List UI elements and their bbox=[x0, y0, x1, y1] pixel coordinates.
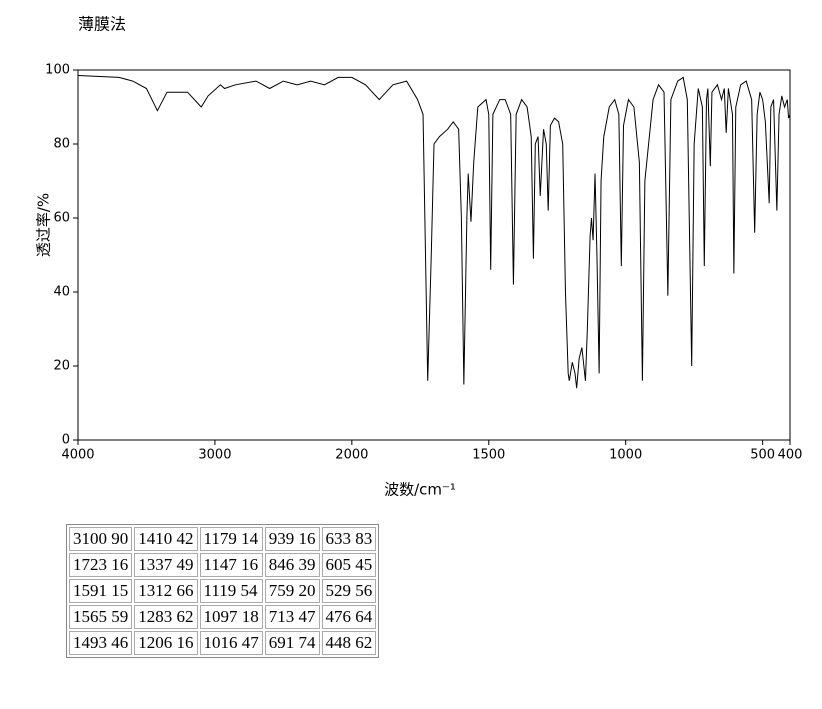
table-row: 1723 16 1337 49 1147 16 846 39 605 45 bbox=[69, 553, 377, 577]
table-cell: 1147 16 bbox=[199, 553, 263, 577]
y-axis-label: 透过率/% bbox=[35, 193, 53, 257]
table-cell: 1097 18 bbox=[199, 605, 263, 629]
table-row: 3100 90 1410 42 1179 14 939 16 633 83 bbox=[69, 527, 377, 551]
table-cell: 1312 66 bbox=[134, 579, 198, 603]
table-cell: 1283 62 bbox=[134, 605, 198, 629]
table-cell: 3100 90 bbox=[69, 527, 133, 551]
table-cell: 1410 42 bbox=[134, 527, 198, 551]
table-cell: 448 62 bbox=[321, 631, 377, 655]
x-axis-label: 波数/cm⁻¹ bbox=[384, 481, 456, 499]
table-cell: 1493 46 bbox=[69, 631, 133, 655]
x-tick-label: 4000 bbox=[61, 448, 94, 463]
table-cell: 759 20 bbox=[264, 579, 320, 603]
table-row: 1493 46 1206 16 1016 47 691 74 448 62 bbox=[69, 631, 377, 655]
x-tick-label: 1500 bbox=[472, 448, 505, 463]
table-cell: 605 45 bbox=[321, 553, 377, 577]
table-cell: 1206 16 bbox=[134, 631, 198, 655]
table-cell: 1119 54 bbox=[199, 579, 263, 603]
spectrum-line bbox=[77, 75, 791, 389]
chart-title: 薄膜法 bbox=[78, 15, 126, 34]
x-tick-label: 1000 bbox=[609, 448, 642, 463]
table-row: 1565 59 1283 62 1097 18 713 47 476 64 bbox=[69, 605, 377, 629]
x-tick-label: 2000 bbox=[335, 448, 368, 463]
table-cell: 1016 47 bbox=[199, 631, 263, 655]
table-cell: 1337 49 bbox=[134, 553, 198, 577]
x-tick-label: 3000 bbox=[198, 448, 231, 463]
table-cell: 633 83 bbox=[321, 527, 377, 551]
plot-frame bbox=[77, 69, 791, 441]
y-tick-label: 40 bbox=[53, 285, 70, 300]
table-cell: 1565 59 bbox=[69, 605, 133, 629]
table-cell: 1591 15 bbox=[69, 579, 133, 603]
table-cell: 713 47 bbox=[264, 605, 320, 629]
table-cell: 691 74 bbox=[264, 631, 320, 655]
chart: 薄膜法 波数/cm⁻¹ 透过率/% 0 20 40 60 80 100 4000 3000 20… bbox=[35, 15, 803, 499]
table-row: 1591 15 1312 66 1119 54 759 20 529 56 bbox=[69, 579, 377, 603]
table-cell: 939 16 bbox=[264, 527, 320, 551]
y-tick-label: 100 bbox=[45, 63, 70, 78]
table-cell: 1179 14 bbox=[199, 527, 263, 551]
table-cell: 476 64 bbox=[321, 605, 377, 629]
x-tick-label: 400 bbox=[778, 448, 803, 463]
y-tick-label: 0 bbox=[62, 433, 70, 448]
table-cell: 529 56 bbox=[321, 579, 377, 603]
y-tick-label: 20 bbox=[53, 359, 70, 374]
table-cell: 846 39 bbox=[264, 553, 320, 577]
table-cell: 1723 16 bbox=[69, 553, 133, 577]
x-tick-label: 500 bbox=[750, 448, 775, 463]
peak-table: 3100 90 1410 42 1179 14 939 16 633 83 1723 16… bbox=[66, 524, 380, 658]
y-tick-label: 60 bbox=[53, 211, 70, 226]
y-tick-label: 80 bbox=[53, 137, 70, 152]
